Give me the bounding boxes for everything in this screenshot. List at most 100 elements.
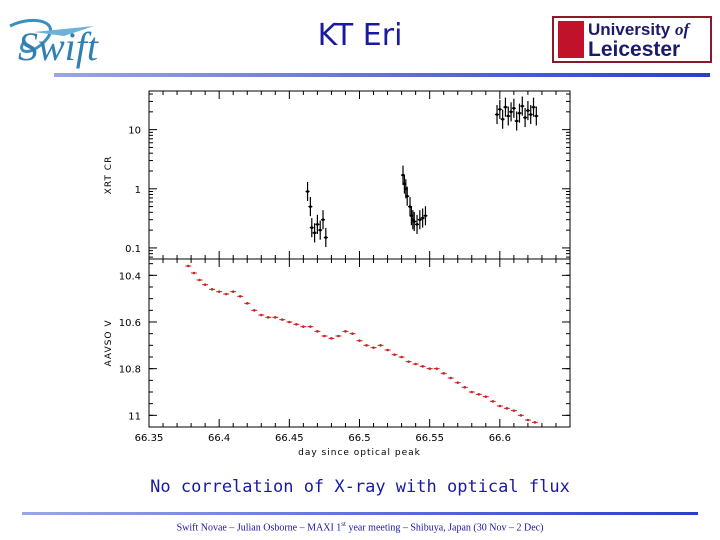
xray-point bbox=[324, 236, 328, 239]
optical-point bbox=[400, 355, 403, 359]
x-axis-label: day since optical peak bbox=[298, 448, 421, 458]
leicester-logo: University of Leicester bbox=[552, 16, 712, 63]
xray-point bbox=[518, 111, 521, 115]
xray-point bbox=[532, 105, 535, 109]
optical-point bbox=[435, 367, 438, 370]
optical-panel-frame bbox=[148, 258, 571, 428]
xray-point bbox=[506, 114, 510, 118]
optical-point bbox=[484, 395, 488, 398]
optical-point bbox=[203, 283, 207, 286]
header-divider bbox=[54, 73, 710, 77]
optical-data-points bbox=[185, 264, 538, 424]
xray-y-tick-label: 1 bbox=[135, 185, 141, 196]
optical-point bbox=[252, 309, 256, 312]
optical-point bbox=[210, 288, 214, 291]
leicester-logo-of: of bbox=[674, 20, 690, 39]
xray-point bbox=[526, 109, 530, 112]
slide-caption: No correlation of X-ray with optical flu… bbox=[150, 477, 570, 497]
xray-point bbox=[321, 218, 325, 222]
optical-point bbox=[365, 344, 368, 347]
xray-point bbox=[504, 105, 507, 109]
optical-point bbox=[526, 418, 530, 422]
optical-point bbox=[323, 334, 326, 338]
optical-point bbox=[344, 330, 347, 333]
footer-superscript: st bbox=[341, 520, 346, 528]
xray-y-tick-label: 10 bbox=[128, 126, 141, 137]
leicester-logo-line1: University of bbox=[588, 20, 689, 40]
xray-point bbox=[306, 190, 309, 193]
optical-point bbox=[351, 332, 354, 335]
xray-point bbox=[415, 222, 419, 226]
slide-footer: Swift Novae – Julian Osborne – MAXI 1st … bbox=[0, 520, 720, 533]
xray-point bbox=[401, 173, 405, 177]
xray-point bbox=[529, 113, 533, 116]
swift-logo: Swift bbox=[4, 12, 134, 72]
optical-y-tick-label: 10.8 bbox=[119, 365, 141, 376]
optical-point bbox=[449, 376, 453, 380]
optical-point bbox=[421, 365, 424, 368]
optical-point bbox=[259, 313, 263, 317]
optical-point bbox=[186, 264, 190, 268]
xray-point bbox=[403, 182, 406, 186]
xray-point bbox=[404, 187, 408, 191]
xray-point bbox=[310, 226, 314, 230]
swift-logo-text: Swift bbox=[18, 24, 99, 69]
xray-point bbox=[316, 222, 319, 226]
optical-point bbox=[519, 414, 523, 417]
optical-point bbox=[266, 316, 270, 319]
optical-point bbox=[386, 348, 389, 352]
footer-text-2: year meeting – Shibuya, Japan (30 Nov – … bbox=[345, 522, 544, 534]
x-tick-label: 66.5 bbox=[348, 433, 370, 444]
xray-point bbox=[523, 116, 527, 119]
optical-point bbox=[295, 323, 298, 326]
optical-panel-ticks: 10.4 10.6 10.8 11 66.35 66.4 66.45 66.5 66.55 66.… bbox=[119, 259, 571, 444]
xray-point bbox=[534, 114, 538, 118]
optical-point bbox=[316, 330, 319, 333]
optical-point bbox=[407, 360, 410, 363]
xray-point bbox=[512, 106, 516, 110]
optical-point bbox=[238, 295, 242, 298]
optical-point bbox=[491, 400, 495, 403]
xray-point bbox=[495, 113, 499, 116]
xray-y-tick-label: 0.1 bbox=[125, 244, 141, 255]
leicester-logo-line2: Leicester bbox=[588, 38, 681, 61]
optical-y-axis-label: AAVSO V bbox=[104, 320, 114, 367]
xray-point bbox=[515, 119, 519, 123]
xray-point bbox=[412, 220, 416, 223]
xray-panel-ticks: 10 1 0.1 bbox=[125, 91, 571, 259]
xray-y-axis-label: XRT CR bbox=[104, 156, 114, 195]
x-tick-label: 66.55 bbox=[415, 433, 444, 444]
optical-point bbox=[414, 362, 417, 366]
optical-point bbox=[330, 337, 333, 340]
optical-point bbox=[470, 390, 474, 394]
optical-point bbox=[428, 367, 431, 370]
x-tick-label: 66.35 bbox=[135, 433, 164, 444]
footer-divider bbox=[22, 512, 698, 515]
optical-point bbox=[217, 290, 221, 293]
xray-data-points bbox=[305, 96, 539, 248]
optical-panel: 10.4 10.6 10.8 11 66.35 66.4 66.45 66.5 66.55 66.… bbox=[104, 258, 571, 458]
optical-point bbox=[393, 353, 396, 356]
optical-point bbox=[274, 316, 277, 319]
xray-point bbox=[520, 104, 524, 108]
xray-point bbox=[318, 228, 322, 232]
xray-point bbox=[418, 218, 422, 222]
optical-y-tick-label: 10.4 bbox=[119, 271, 141, 282]
optical-point bbox=[231, 290, 235, 293]
optical-point bbox=[245, 302, 249, 305]
optical-point bbox=[288, 320, 291, 324]
xray-point bbox=[498, 107, 502, 111]
xray-point bbox=[308, 205, 312, 208]
xray-point bbox=[424, 214, 427, 218]
x-tick-label: 66.6 bbox=[489, 433, 511, 444]
optical-point bbox=[456, 381, 460, 384]
xray-point bbox=[410, 214, 413, 218]
optical-point bbox=[358, 339, 361, 342]
slide-title: KT Eri bbox=[317, 18, 403, 53]
optical-point bbox=[463, 386, 467, 389]
optical-point bbox=[198, 278, 201, 282]
optical-y-tick-label: 11 bbox=[128, 411, 141, 422]
leicester-shield-icon bbox=[558, 21, 584, 58]
xray-point bbox=[509, 110, 513, 114]
optical-point bbox=[505, 407, 509, 410]
